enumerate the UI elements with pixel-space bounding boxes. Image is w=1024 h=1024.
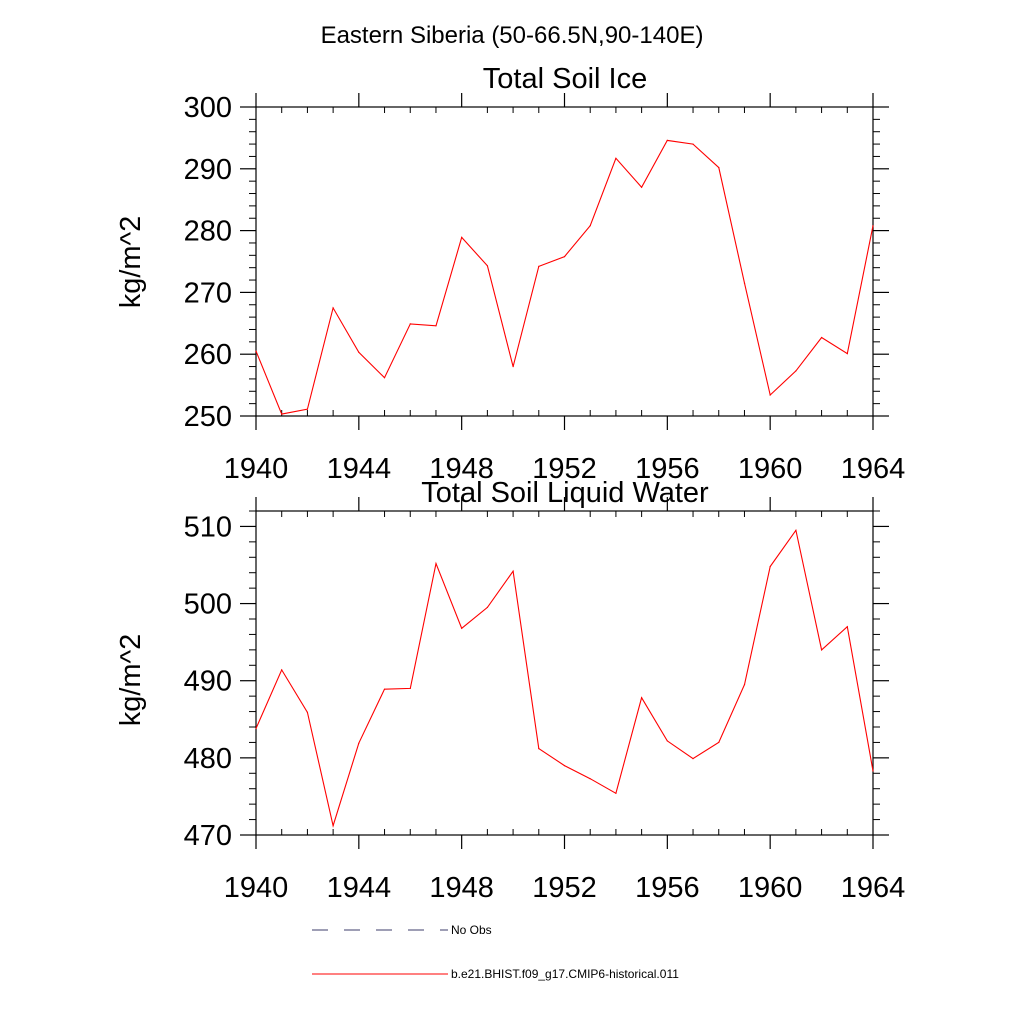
series-point	[563, 256, 566, 258]
series-point	[769, 394, 771, 396]
series-point	[641, 186, 643, 188]
series-point	[435, 325, 437, 327]
x-tick-label: 1944	[327, 872, 392, 904]
series-point	[409, 323, 411, 325]
series-point	[718, 167, 720, 169]
series-point	[615, 792, 617, 794]
x-tick-label: 1964	[841, 872, 906, 904]
panel-soil-liquid-title: Total Soil Liquid Water	[421, 477, 709, 509]
series-point	[461, 236, 463, 238]
series-line-model	[255, 528, 874, 828]
x-tick-label: 1948	[429, 872, 494, 904]
panel-soil-liquid-ylabel: kg/m^2	[115, 634, 147, 727]
panel-soil-liquid-series	[255, 528, 874, 828]
series-point	[358, 351, 360, 353]
series-point	[512, 570, 514, 572]
series-point	[332, 825, 334, 827]
y-tick-label: 290	[184, 154, 232, 186]
panel-soil-ice-title: Total Soil Ice	[483, 63, 647, 95]
panel-soil-ice-frame	[255, 106, 874, 417]
series-point	[409, 687, 411, 690]
series-point	[872, 225, 874, 227]
series-point	[795, 529, 797, 531]
series-point	[589, 225, 591, 227]
figure-suptitle: Eastern Siberia (50-66.5N,90-140E)	[321, 22, 704, 49]
series-point	[281, 413, 283, 415]
series-point	[743, 282, 746, 284]
series-point	[821, 649, 823, 651]
y-tick-label: 510	[184, 511, 232, 543]
x-tick-label: 1952	[532, 453, 597, 485]
series-point	[821, 336, 823, 339]
x-tick-label: 1944	[327, 453, 392, 485]
y-tick-label: 260	[184, 339, 232, 371]
panel-soil-ice-ticks	[240, 93, 889, 430]
series-point	[255, 727, 257, 730]
series-point	[538, 748, 540, 750]
panel-soil-liquid-ticks	[240, 497, 889, 849]
series-point	[306, 408, 308, 410]
x-tick-label: 1948	[429, 453, 494, 485]
series-point	[358, 742, 360, 744]
panel-soil-ice-ylabel: kg/m^2	[115, 216, 147, 309]
y-tick-label: 470	[184, 820, 232, 852]
y-tick-label: 270	[184, 277, 232, 309]
panel-soil-ice: Total Soil Ice kg/m^2 1940 1944 1948 1952 19…	[115, 63, 905, 485]
series-point	[332, 307, 334, 309]
series-point	[512, 366, 514, 368]
x-tick-label: 1952	[532, 872, 597, 904]
x-tick-label: 1960	[738, 453, 803, 485]
series-point	[255, 350, 257, 352]
series-point	[666, 740, 668, 742]
panel-soil-liquid: Total Soil Liquid Water kg/m^2 1940 1944 1…	[115, 477, 905, 904]
x-tick-label: 1960	[738, 872, 803, 904]
series-point	[718, 741, 720, 744]
series-point	[589, 778, 591, 780]
panel-soil-ice-series	[255, 139, 874, 415]
series-point	[563, 765, 566, 767]
y-tick-label: 490	[184, 666, 232, 698]
x-tick-label: 1956	[635, 453, 700, 485]
series-point	[641, 697, 643, 699]
legend-label-model: b.e21.BHIST.f09_g17.CMIP6-historical.011	[451, 967, 679, 981]
x-tick-label: 1956	[635, 872, 700, 904]
series-point	[872, 770, 874, 772]
y-tick-label: 280	[184, 216, 232, 248]
series-point	[666, 139, 668, 141]
series-point	[383, 377, 386, 379]
series-point	[846, 353, 848, 355]
series-point	[692, 143, 694, 145]
x-tick-label: 1964	[841, 453, 906, 485]
series-point	[281, 669, 283, 671]
series-point	[846, 626, 848, 628]
x-tick-label: 1940	[224, 872, 289, 904]
series-point	[615, 157, 617, 159]
series-point	[795, 370, 797, 372]
series-line-model	[255, 139, 874, 415]
series-point	[486, 265, 488, 267]
series-point	[383, 688, 386, 690]
y-tick-label: 300	[184, 92, 232, 124]
series-point	[306, 711, 308, 713]
x-tick-label: 1940	[224, 453, 289, 485]
panel-soil-ice-ticklabels: 1940 1944 1948 1952 1956 1960 1964 250 260 270 280…	[184, 92, 906, 485]
series-point	[435, 562, 437, 565]
series-point	[743, 684, 746, 686]
series-point	[769, 565, 771, 568]
series-point	[538, 265, 540, 267]
legend-label-no-obs: No Obs	[451, 923, 492, 937]
series-point	[692, 758, 694, 760]
panel-soil-liquid-frame	[255, 510, 874, 836]
y-tick-label: 500	[184, 589, 232, 621]
panel-soil-liquid-ticklabels: 1940 1944 1948 1952 1956 1960 1964 470 480 490 500…	[184, 511, 906, 904]
y-tick-label: 250	[184, 401, 232, 433]
legend: No Obs b.e21.BHIST.f09_g17.CMIP6-histori…	[312, 923, 679, 981]
series-point	[461, 627, 463, 629]
y-tick-label: 480	[184, 743, 232, 775]
series-point	[486, 606, 488, 609]
